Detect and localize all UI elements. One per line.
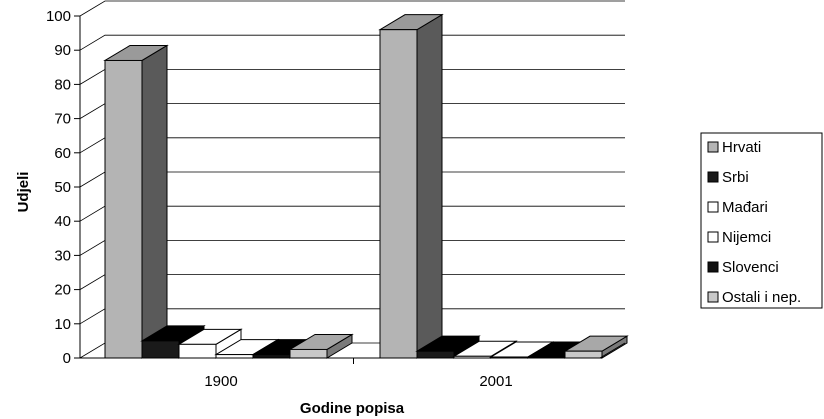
y-tick-label: 0 — [63, 350, 71, 367]
y-axis-title: Udjeli — [15, 172, 32, 213]
legend-swatch — [707, 231, 719, 243]
legend-swatch — [707, 261, 719, 273]
x-axis-depth-line — [599, 342, 626, 359]
x-axis-title: Godine popisa — [300, 400, 405, 417]
y-tick-label: 80 — [54, 76, 71, 93]
legend-swatch — [707, 201, 719, 213]
bars — [103, 13, 629, 359]
bar-front-face — [104, 59, 143, 359]
legend-label: Ostali i nep. — [722, 289, 801, 306]
y-tick-label: 20 — [54, 282, 71, 299]
bar-front-face — [178, 343, 217, 359]
y-tick-label: 10 — [54, 316, 71, 333]
bar-front-face — [416, 350, 455, 359]
legend-box — [700, 132, 823, 309]
x-axis-ticks: 1900 2001 — [204, 373, 512, 390]
x-tick-label: 2001 — [479, 373, 512, 390]
y-tick-label: 60 — [54, 145, 71, 162]
bar-side-face — [416, 13, 443, 359]
bar-front-face — [141, 340, 180, 359]
bar-front-face — [215, 354, 254, 359]
legend-swatch — [707, 171, 719, 183]
bar — [378, 13, 444, 359]
bar-front-face — [564, 350, 603, 359]
gridline — [79, 34, 625, 51]
legend-swatch — [707, 291, 719, 303]
legend: Hrvati Srbi Mađari Nijemci Slovenci Ostali i … — [700, 132, 823, 309]
gridline — [79, 0, 625, 17]
y-tick-label: 90 — [54, 42, 71, 59]
legend-swatch — [707, 141, 719, 153]
bar-front-face — [379, 29, 418, 359]
bar — [288, 333, 354, 359]
y-tick-label: 40 — [54, 213, 71, 230]
legend-label: Nijemci — [722, 229, 771, 246]
axes — [79, 16, 626, 364]
y-tick-label: 50 — [54, 179, 71, 196]
bar — [103, 44, 169, 359]
legend-label: Srbi — [722, 169, 749, 186]
bar-front-face — [252, 354, 291, 359]
bar-side-face — [141, 44, 168, 359]
y-tick-label: 30 — [54, 247, 71, 264]
y-tick-label: 70 — [54, 111, 71, 128]
legend-label: Hrvati — [722, 139, 761, 156]
x-tick-label: 1900 — [204, 373, 237, 390]
legend-label: Slovenci — [722, 259, 779, 276]
y-tick-label: 100 — [46, 8, 71, 25]
bar-front-face — [289, 348, 328, 359]
legend-label: Mađari — [722, 199, 768, 216]
y-axis-ticks: 0 10 20 30 40 50 60 70 80 90 100 — [46, 8, 80, 367]
